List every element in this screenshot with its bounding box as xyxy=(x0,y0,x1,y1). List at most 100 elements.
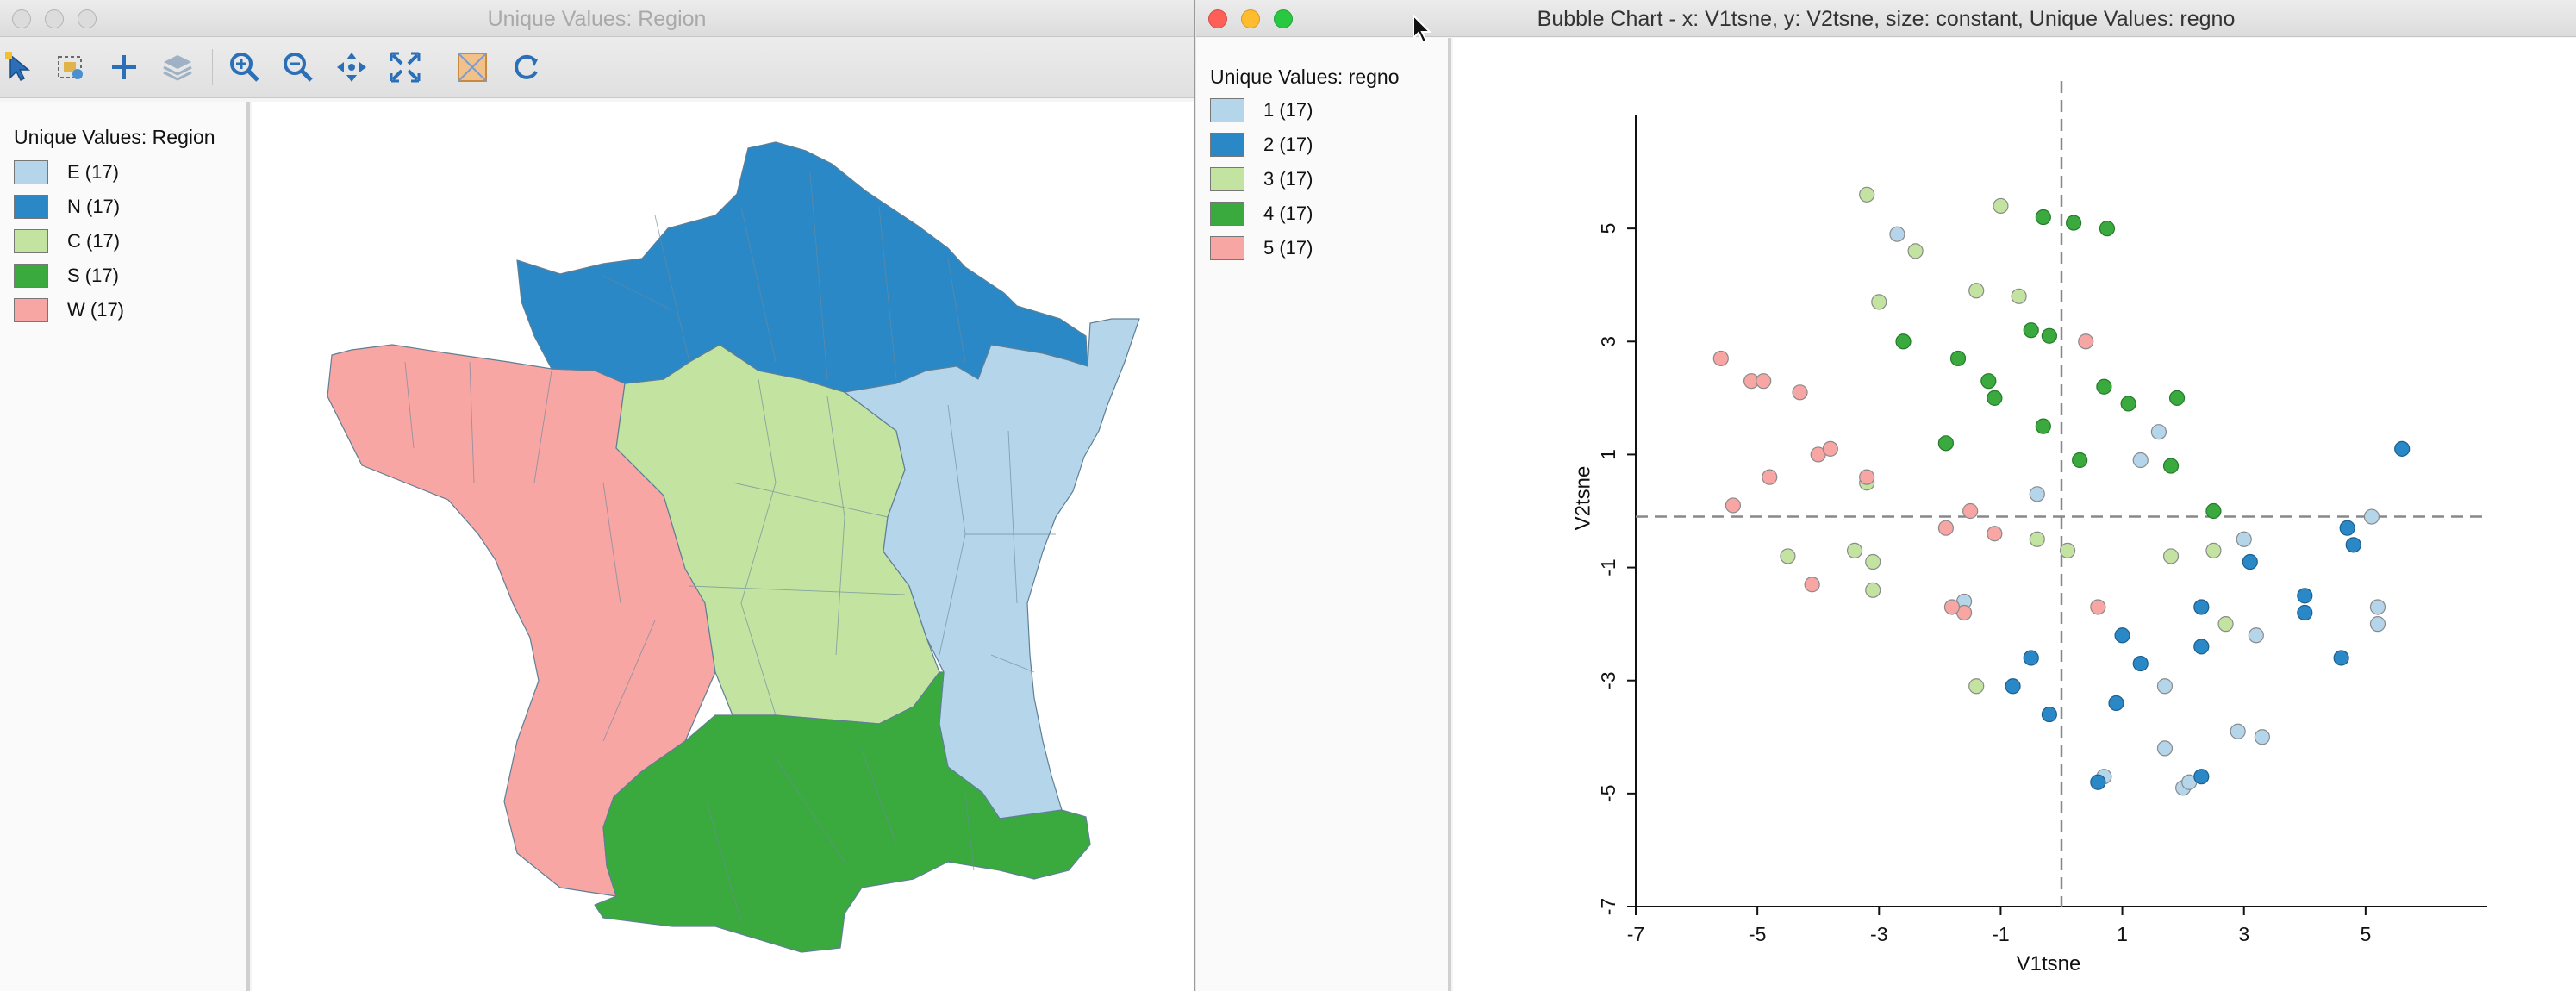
legend-splitter[interactable] xyxy=(246,102,250,991)
point-series-2 xyxy=(2394,440,2411,457)
map-window: Unique Values: Region xyxy=(0,0,1195,991)
full-extent-icon[interactable] xyxy=(386,48,424,86)
chart-canvas[interactable]: -7 -5 -3 -1 1 3 5 -7 -5 -3 -1 1 3 5 V1tsne V2tsne xyxy=(1453,38,2576,991)
point-series-5 xyxy=(1937,520,1955,536)
point-series-4 xyxy=(2162,458,2180,474)
point-series-4 xyxy=(2066,215,2082,231)
point-series-2 xyxy=(2345,537,2361,553)
point-series-3 xyxy=(2011,288,2027,304)
close-icon[interactable] xyxy=(12,9,31,28)
legend-item-s[interactable]: S (17) xyxy=(14,262,119,290)
zoom-icon[interactable] xyxy=(1274,9,1293,28)
toolbar-separator xyxy=(212,49,213,85)
zoom-out-icon[interactable] xyxy=(279,48,317,86)
legend-swatch xyxy=(1210,133,1244,157)
point-series-3 xyxy=(2205,542,2222,559)
bubble-chart-window: Bubble Chart - x: V1tsne, y: V2tsne, siz… xyxy=(1196,0,2576,991)
point-series-3 xyxy=(2162,548,2180,564)
point-series-2 xyxy=(2023,650,2039,666)
point-series-3 xyxy=(1865,553,1881,570)
y-axis-title: V2tsne xyxy=(1571,466,1594,531)
select-arrow-icon[interactable] xyxy=(2,48,40,86)
map-canvas[interactable] xyxy=(252,102,1194,991)
bubble-window-titlebar[interactable]: Bubble Chart - x: V1tsne, y: V2tsne, siz… xyxy=(1196,0,2576,37)
point-series-2 xyxy=(2242,553,2258,570)
legend-label: 2 (17) xyxy=(1263,134,1313,155)
point-series-5 xyxy=(1859,469,1875,485)
legend-splitter[interactable] xyxy=(1448,38,1451,991)
point-series-4 xyxy=(1980,373,1997,390)
point-series-3 xyxy=(1865,582,1881,598)
legend-swatch xyxy=(1210,98,1244,122)
legend-swatch xyxy=(14,160,48,184)
point-series-4 xyxy=(2096,378,2112,395)
window-controls xyxy=(12,9,97,28)
point-series-2 xyxy=(2297,604,2313,621)
bubble-window-title: Bubble Chart - x: V1tsne, y: V2tsne, siz… xyxy=(1537,7,2236,31)
point-series-3 xyxy=(2059,542,2076,559)
x-tick-label: -3 xyxy=(1870,923,1887,945)
map-window-titlebar[interactable]: Unique Values: Region xyxy=(0,0,1194,37)
point-series-1 xyxy=(2029,486,2045,502)
layers-icon[interactable] xyxy=(159,48,196,86)
point-series-1 xyxy=(2369,616,2386,633)
map-toolbar xyxy=(0,37,1194,98)
point-series-2 xyxy=(2193,599,2210,615)
x-tick-label: -5 xyxy=(1749,923,1766,945)
map-overlay-icon[interactable] xyxy=(453,48,491,86)
map-legend: Unique Values: Region E (17) N (17) C (1… xyxy=(0,102,246,991)
point-series-5 xyxy=(1962,502,1979,520)
point-series-5 xyxy=(1792,384,1808,401)
legend-label: W (17) xyxy=(67,299,124,321)
zoom-icon[interactable] xyxy=(78,9,97,28)
scatter-chart: -7 -5 -3 -1 1 3 5 -7 -5 -3 -1 1 3 5 V1tsne V2tsne xyxy=(1571,81,2487,975)
window-controls xyxy=(1208,9,1293,28)
legend-item-w[interactable]: W (17) xyxy=(14,296,124,324)
legend-item-c[interactable]: C (17) xyxy=(14,227,120,255)
y-tick-label: 1 xyxy=(1597,449,1619,460)
minimize-icon[interactable] xyxy=(45,9,64,28)
legend-label: 5 (17) xyxy=(1263,237,1313,259)
region-n xyxy=(516,141,1088,393)
map-window-title: Unique Values: Region xyxy=(487,7,707,31)
point-series-2 xyxy=(2333,650,2349,666)
point-series-3 xyxy=(1907,243,1924,259)
legend-swatch xyxy=(14,298,48,322)
point-series-5 xyxy=(1943,599,1961,615)
point-series-3 xyxy=(2029,531,2045,547)
point-series-3 xyxy=(1846,542,1863,559)
legend-item-5[interactable]: 5 (17) xyxy=(1210,234,1313,262)
point-series-4 xyxy=(2023,322,2039,339)
pan-icon[interactable] xyxy=(333,48,371,86)
legend-item-4[interactable]: 4 (17) xyxy=(1210,200,1313,227)
refresh-icon[interactable] xyxy=(507,48,545,86)
point-series-4 xyxy=(1949,350,1967,367)
close-icon[interactable] xyxy=(1208,9,1227,28)
point-series-3 xyxy=(1968,283,1985,299)
region-s xyxy=(594,671,1091,953)
point-series-2 xyxy=(2005,678,2021,695)
legend-item-3[interactable]: 3 (17) xyxy=(1210,165,1313,193)
region-e xyxy=(844,318,1140,820)
point-series-5 xyxy=(2078,333,2094,350)
legend-item-1[interactable]: 1 (17) xyxy=(1210,97,1313,124)
legend-label: E (17) xyxy=(67,161,119,183)
point-series-4 xyxy=(2099,221,2116,237)
legend-item-2[interactable]: 2 (17) xyxy=(1210,131,1313,159)
point-series-1 xyxy=(2156,678,2174,695)
point-series-1 xyxy=(2369,599,2386,615)
point-series-1 xyxy=(2254,729,2270,745)
selection-shape-icon[interactable] xyxy=(52,48,90,86)
zoom-in-icon[interactable] xyxy=(226,48,264,86)
bubble-legend-title: Unique Values: regno xyxy=(1210,65,1400,88)
legend-label: S (17) xyxy=(67,265,119,286)
minimize-icon[interactable] xyxy=(1241,9,1260,28)
crosshair-add-icon[interactable] xyxy=(105,48,143,86)
legend-item-e[interactable]: E (17) xyxy=(14,159,119,186)
point-series-2 xyxy=(2193,639,2210,655)
point-series-5 xyxy=(1762,469,1778,485)
point-series-4 xyxy=(2035,418,2051,434)
point-series-2 xyxy=(2193,769,2210,785)
point-series-1 xyxy=(2363,508,2380,525)
legend-item-n[interactable]: N (17) xyxy=(14,193,120,221)
